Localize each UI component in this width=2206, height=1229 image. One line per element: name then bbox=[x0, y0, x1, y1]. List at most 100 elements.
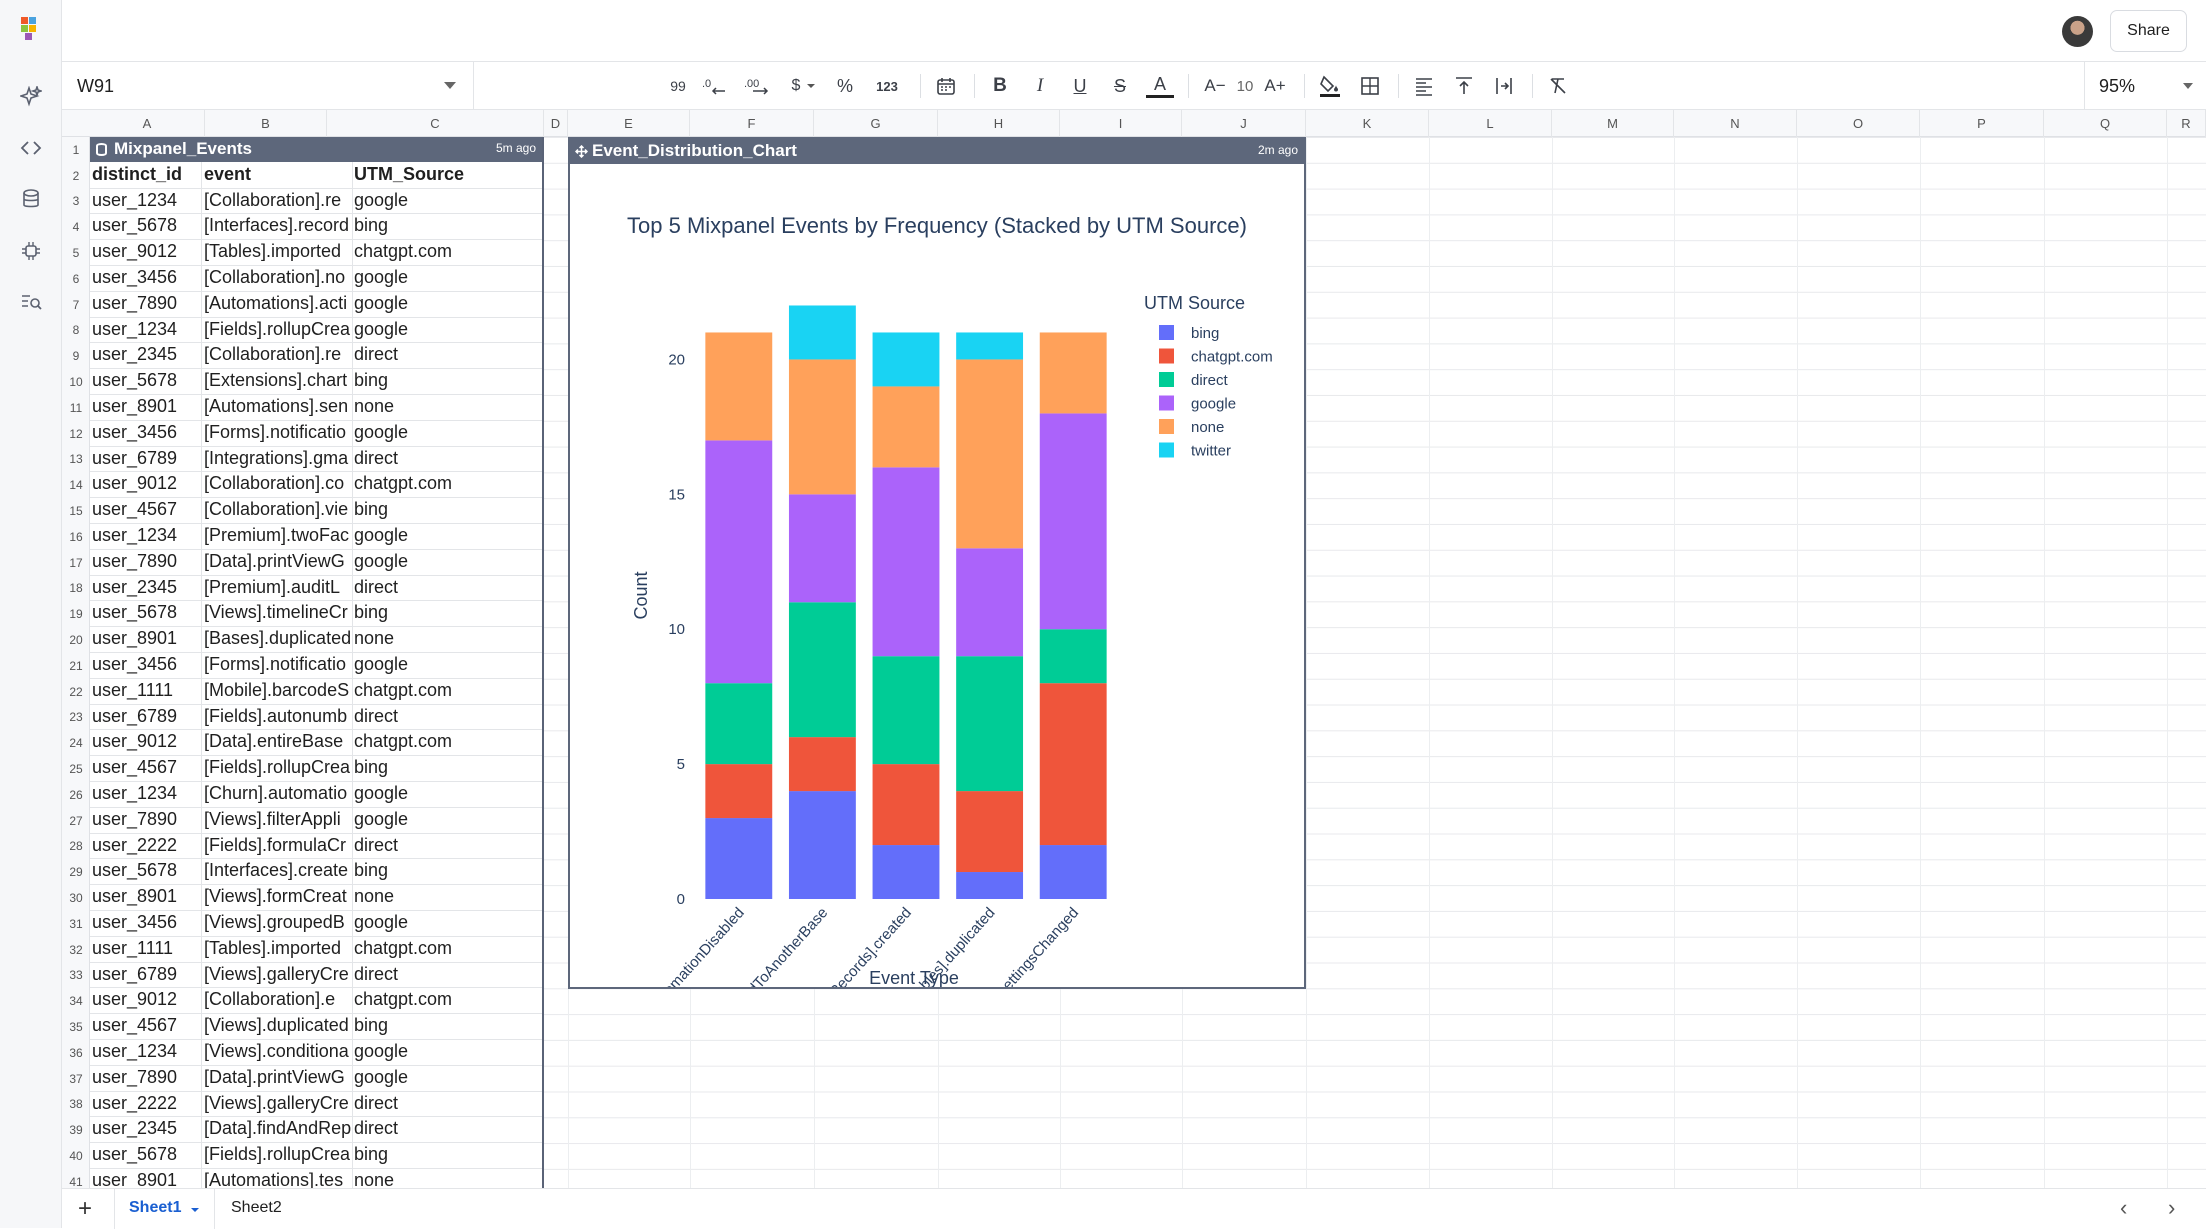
table-row[interactable]: user_4567 [Collaboration].vie bing bbox=[90, 498, 542, 524]
table-cell[interactable]: google bbox=[354, 189, 409, 210]
table-row[interactable]: user_2345 [Collaboration].re direct bbox=[90, 343, 542, 370]
table-cell[interactable]: user_1234 bbox=[92, 783, 178, 803]
table-cell[interactable]: chatgpt.com bbox=[354, 937, 453, 958]
table-cell[interactable]: user_1234 bbox=[92, 318, 178, 339]
row-header[interactable]: 37 bbox=[69, 1071, 83, 1086]
table-cell[interactable]: bing bbox=[354, 370, 389, 391]
table-cell[interactable]: bing bbox=[354, 602, 389, 623]
table-cell[interactable]: user_4567 bbox=[92, 757, 178, 778]
table-row[interactable]: user_2345 [Data].findAndRep direct bbox=[90, 1117, 542, 1144]
row-header[interactable]: 1 bbox=[72, 142, 80, 157]
table-row[interactable]: user_1234 [Premium].twoFac google bbox=[90, 524, 542, 550]
table-cell[interactable]: [Views].galleryCre bbox=[204, 1092, 349, 1113]
row-header[interactable]: 32 bbox=[69, 942, 83, 957]
table-cell[interactable]: [Data].findAndRep bbox=[204, 1118, 352, 1139]
table-cell[interactable]: [Collaboration].e bbox=[204, 989, 336, 1010]
table-cell[interactable]: user_6789 bbox=[92, 963, 178, 984]
table-row[interactable]: user_9012 [Collaboration].e chatgpt.com bbox=[90, 988, 542, 1015]
table-row[interactable]: user_4567 [Fields].rollupCrea bing bbox=[90, 756, 542, 782]
table-cell[interactable]: bing bbox=[354, 499, 389, 520]
table-cell[interactable]: user_9012 bbox=[92, 241, 178, 262]
column-header[interactable]: H bbox=[938, 110, 1060, 137]
format-99-button[interactable]: 99 bbox=[670, 78, 686, 94]
table-cell[interactable]: direct bbox=[354, 1118, 399, 1139]
table-cell[interactable]: direct bbox=[354, 447, 399, 468]
table-cell[interactable]: chatgpt.com bbox=[354, 241, 453, 262]
table-cell[interactable]: [Collaboration].re bbox=[204, 189, 342, 210]
table-cell[interactable]: [Premium].auditL bbox=[204, 576, 341, 597]
column-header[interactable]: J bbox=[1182, 110, 1306, 137]
number-format-button[interactable]: 123 bbox=[876, 78, 898, 94]
table-cell[interactable]: google bbox=[354, 808, 409, 829]
font-size-value[interactable]: 10 bbox=[1236, 77, 1254, 95]
row-header[interactable]: 16 bbox=[69, 529, 83, 544]
table-cell[interactable]: user_2222 bbox=[92, 834, 178, 855]
font-size-increase-button[interactable]: A+ bbox=[1264, 76, 1286, 95]
row-header[interactable]: 26 bbox=[69, 787, 83, 802]
table-header-cell[interactable]: distinct_id bbox=[92, 163, 183, 184]
table-row[interactable]: user_8901 [Bases].duplicated none bbox=[90, 627, 542, 653]
column-header[interactable]: Q bbox=[2044, 110, 2167, 137]
row-header[interactable]: 28 bbox=[69, 839, 83, 854]
fill-color-icon[interactable] bbox=[1316, 72, 1344, 100]
table-cell[interactable]: [Automations].sen bbox=[204, 396, 349, 416]
row-header[interactable]: 34 bbox=[69, 994, 83, 1009]
row-header[interactable]: 10 bbox=[69, 375, 83, 390]
table-cell[interactable]: [Collaboration].co bbox=[204, 473, 345, 494]
table-cell[interactable]: [Collaboration].no bbox=[204, 267, 346, 287]
table-cell[interactable]: google bbox=[354, 912, 409, 932]
mixpanel-events-table[interactable]: Mixpanel_Events 5m ago distinct_id event U… bbox=[90, 137, 544, 1188]
row-header[interactable]: 25 bbox=[69, 762, 83, 777]
table-cell[interactable]: none bbox=[354, 1170, 395, 1188]
table-cell[interactable]: google bbox=[354, 1066, 409, 1087]
table-cell[interactable]: [Fields].rollupCrea bbox=[204, 757, 351, 778]
row-header[interactable]: 40 bbox=[69, 1149, 83, 1164]
column-header[interactable]: M bbox=[1552, 110, 1674, 137]
table-cell[interactable]: user_7890 bbox=[92, 1066, 178, 1087]
table-cell[interactable]: google bbox=[354, 421, 409, 442]
table-row[interactable]: user_9012 [Data].entireBase chatgpt.com bbox=[90, 730, 542, 757]
table-cell[interactable]: [Views].timelineCr bbox=[204, 602, 348, 623]
table-cell[interactable]: user_3456 bbox=[92, 912, 178, 932]
table-cell[interactable]: google bbox=[354, 267, 409, 287]
table-cell[interactable]: [Data].entireBase bbox=[204, 731, 344, 752]
table-cell[interactable]: user_8901 bbox=[92, 628, 178, 649]
row-header[interactable]: 7 bbox=[72, 297, 80, 312]
row-header[interactable]: 23 bbox=[69, 710, 83, 725]
sparkle-icon[interactable] bbox=[16, 82, 46, 112]
table-cell[interactable]: user_5678 bbox=[92, 370, 178, 391]
table-cell[interactable]: user_1234 bbox=[92, 1041, 178, 1061]
clear-format-icon[interactable] bbox=[1544, 72, 1572, 100]
chevron-left-icon[interactable]: ‹ bbox=[2120, 1195, 2128, 1220]
table-cell[interactable]: none bbox=[354, 628, 395, 649]
row-header[interactable]: 9 bbox=[72, 349, 80, 364]
row-header[interactable]: 14 bbox=[69, 478, 83, 493]
table-cell[interactable]: bing bbox=[354, 1144, 389, 1165]
table-cell[interactable]: [Interfaces].record bbox=[204, 215, 350, 236]
table-cell[interactable]: user_6789 bbox=[92, 705, 178, 726]
cell-reference-box[interactable]: W91 bbox=[62, 62, 474, 110]
table-row[interactable]: user_1234 [Fields].rollupCrea google bbox=[90, 318, 542, 344]
table-cell[interactable]: direct bbox=[354, 705, 399, 726]
table-cell[interactable]: [Data].printViewG bbox=[204, 550, 345, 571]
row-header[interactable]: 3 bbox=[72, 194, 80, 209]
search-list-icon[interactable] bbox=[16, 287, 46, 317]
table-cell[interactable]: google bbox=[354, 654, 409, 674]
chevron-right-icon[interactable]: › bbox=[2168, 1195, 2176, 1220]
table-row[interactable]: user_1234 [Collaboration].re google bbox=[90, 189, 542, 215]
row-header[interactable]: 17 bbox=[69, 555, 83, 570]
table-cell[interactable]: bing bbox=[354, 757, 389, 778]
table-cell[interactable]: [Collaboration].re bbox=[204, 344, 342, 365]
table-cell[interactable]: google bbox=[354, 318, 409, 339]
table-cell[interactable]: user_2345 bbox=[92, 1118, 178, 1139]
row-header[interactable]: 15 bbox=[69, 504, 83, 519]
table-cell[interactable]: direct bbox=[354, 834, 399, 855]
table-row[interactable]: user_8901 [Automations].tes none bbox=[90, 1169, 542, 1188]
table-cell[interactable]: direct bbox=[354, 576, 399, 597]
table-cell[interactable]: [Collaboration].vie bbox=[204, 499, 349, 520]
table-cell[interactable]: [Integrations].gma bbox=[204, 447, 349, 468]
table-cell[interactable]: chatgpt.com bbox=[354, 473, 453, 494]
row-header[interactable]: 5 bbox=[72, 246, 80, 261]
align-left-icon[interactable] bbox=[1410, 72, 1438, 100]
table-cell[interactable]: chatgpt.com bbox=[354, 731, 453, 752]
